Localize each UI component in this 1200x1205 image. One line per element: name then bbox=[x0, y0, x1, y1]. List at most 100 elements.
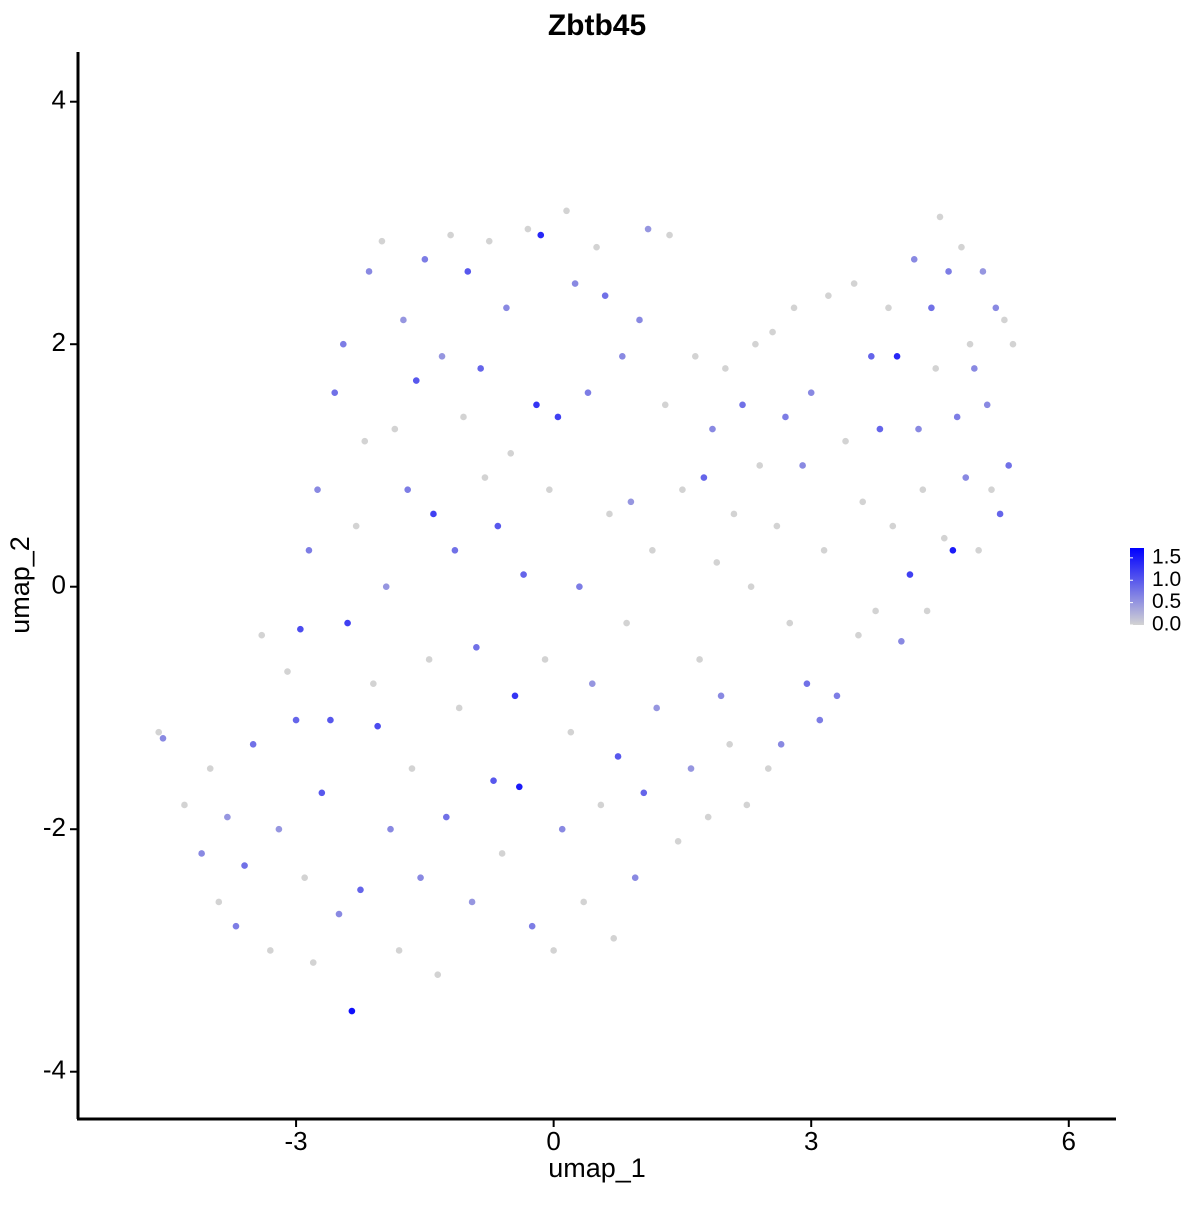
point bbox=[344, 619, 351, 627]
point bbox=[267, 947, 274, 954]
point bbox=[206, 765, 214, 772]
point bbox=[790, 304, 798, 312]
point bbox=[777, 741, 785, 748]
point bbox=[447, 231, 454, 239]
point bbox=[614, 753, 622, 760]
point bbox=[692, 353, 699, 360]
point bbox=[898, 637, 905, 645]
point bbox=[593, 243, 600, 251]
point bbox=[962, 474, 970, 481]
point bbox=[485, 237, 493, 245]
colorbar-tick-label: 0.5 bbox=[1152, 590, 1181, 613]
point bbox=[953, 413, 961, 421]
x-tick-label: -3 bbox=[285, 1126, 308, 1156]
point bbox=[159, 734, 167, 742]
point bbox=[421, 256, 429, 263]
point bbox=[958, 243, 965, 251]
point bbox=[859, 498, 867, 506]
point bbox=[850, 280, 858, 287]
point bbox=[975, 547, 982, 554]
point bbox=[425, 656, 433, 663]
point bbox=[1005, 462, 1012, 469]
point bbox=[576, 583, 583, 591]
point bbox=[833, 692, 841, 700]
point bbox=[387, 825, 394, 833]
point bbox=[473, 644, 480, 651]
point bbox=[893, 353, 901, 360]
point bbox=[181, 801, 188, 809]
point bbox=[232, 922, 240, 930]
point bbox=[644, 225, 652, 233]
point bbox=[773, 522, 781, 530]
point bbox=[215, 898, 223, 906]
point bbox=[747, 583, 755, 591]
point bbox=[782, 413, 789, 421]
point bbox=[378, 237, 386, 245]
point bbox=[983, 401, 991, 409]
y-tick-label: -4 bbox=[43, 1055, 66, 1085]
point bbox=[610, 935, 618, 942]
point bbox=[477, 365, 484, 372]
point bbox=[889, 522, 897, 530]
x-tick-label: 6 bbox=[1062, 1126, 1076, 1156]
point bbox=[820, 547, 828, 554]
point bbox=[979, 268, 987, 275]
point bbox=[696, 656, 703, 663]
point bbox=[400, 316, 407, 324]
point bbox=[996, 510, 1004, 518]
point bbox=[730, 510, 738, 518]
points bbox=[155, 207, 1017, 1015]
point bbox=[374, 722, 381, 730]
point bbox=[855, 631, 862, 639]
point bbox=[623, 619, 630, 627]
point bbox=[516, 783, 523, 791]
point bbox=[430, 510, 437, 518]
chart-title: Zbtb45 bbox=[548, 9, 646, 42]
point bbox=[460, 413, 467, 421]
point bbox=[541, 656, 549, 663]
point bbox=[503, 304, 510, 312]
point bbox=[455, 704, 463, 712]
point bbox=[653, 704, 660, 712]
point bbox=[155, 728, 163, 736]
point bbox=[382, 583, 390, 591]
point bbox=[498, 850, 506, 857]
colorbar-tick-label: 0.0 bbox=[1152, 613, 1181, 636]
point bbox=[297, 625, 304, 633]
point bbox=[1001, 316, 1008, 324]
point bbox=[876, 425, 884, 433]
point bbox=[327, 716, 334, 724]
point bbox=[674, 838, 682, 845]
point bbox=[490, 777, 497, 785]
point bbox=[743, 801, 751, 809]
point bbox=[395, 947, 403, 954]
point bbox=[915, 425, 922, 433]
point bbox=[335, 910, 343, 918]
point bbox=[494, 522, 502, 530]
point bbox=[588, 680, 596, 688]
point bbox=[640, 789, 648, 797]
point bbox=[928, 304, 935, 312]
point bbox=[885, 304, 892, 312]
point bbox=[769, 328, 776, 336]
point bbox=[434, 971, 442, 979]
point bbox=[842, 437, 849, 445]
point bbox=[945, 268, 952, 275]
point bbox=[370, 680, 377, 688]
y-axis-label: umap_2 bbox=[5, 536, 35, 634]
point bbox=[786, 619, 794, 627]
point bbox=[807, 389, 815, 397]
point bbox=[554, 413, 562, 421]
point bbox=[546, 486, 553, 494]
colorbar-tick-label: 1.0 bbox=[1152, 568, 1181, 591]
point bbox=[352, 522, 360, 530]
y-tick-label: -2 bbox=[43, 812, 66, 842]
x-tick-label: 3 bbox=[804, 1126, 818, 1156]
point bbox=[649, 547, 656, 554]
point bbox=[507, 450, 515, 457]
point bbox=[571, 280, 579, 287]
point bbox=[872, 607, 879, 615]
point bbox=[756, 462, 763, 469]
point bbox=[438, 353, 446, 360]
